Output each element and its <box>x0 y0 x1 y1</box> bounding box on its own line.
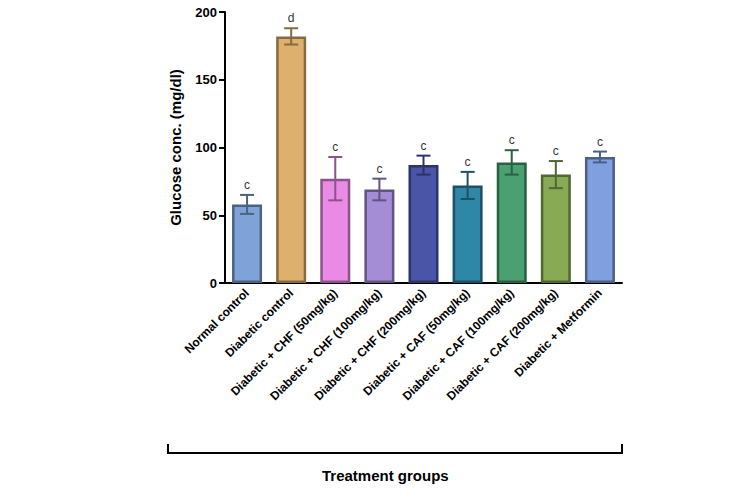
svg-text:c: c <box>597 135 603 149</box>
svg-text:150: 150 <box>195 72 217 87</box>
svg-text:50: 50 <box>203 208 217 223</box>
svg-text:c: c <box>244 178 250 192</box>
svg-text:d: d <box>288 11 295 25</box>
svg-text:Glucose conc. (mg/dl): Glucose conc. (mg/dl) <box>167 69 184 226</box>
svg-text:Diabetic + CHF (50mg/kg): Diabetic + CHF (50mg/kg) <box>227 286 341 399</box>
svg-text:c: c <box>376 162 382 176</box>
svg-text:Treatment groups: Treatment groups <box>322 467 449 484</box>
svg-text:Diabetic + CAF (50mg/kg): Diabetic + CAF (50mg/kg) <box>360 286 473 399</box>
svg-text:Diabetic + CAF (100mg/kg): Diabetic + CAF (100mg/kg) <box>399 286 517 404</box>
svg-text:Diabetic + CAF (200mg/kg): Diabetic + CAF (200mg/kg) <box>443 286 561 404</box>
svg-text:Diabetic + Metformin: Diabetic + Metformin <box>511 286 604 379</box>
svg-text:100: 100 <box>195 140 217 155</box>
svg-text:Diabetic control: Diabetic control <box>222 286 297 360</box>
svg-text:c: c <box>465 155 471 169</box>
svg-text:Diabetic + CHF (100mg/kg): Diabetic + CHF (100mg/kg) <box>267 286 385 404</box>
svg-text:c: c <box>421 139 427 153</box>
svg-text:Normal control: Normal control <box>181 286 252 357</box>
svg-text:c: c <box>332 140 338 154</box>
svg-text:c: c <box>509 133 515 147</box>
svg-text:Diabetic + CHF (200mg/kg): Diabetic + CHF (200mg/kg) <box>311 286 429 404</box>
svg-text:0: 0 <box>210 276 217 291</box>
svg-text:200: 200 <box>195 5 217 20</box>
svg-text:c: c <box>553 144 559 158</box>
